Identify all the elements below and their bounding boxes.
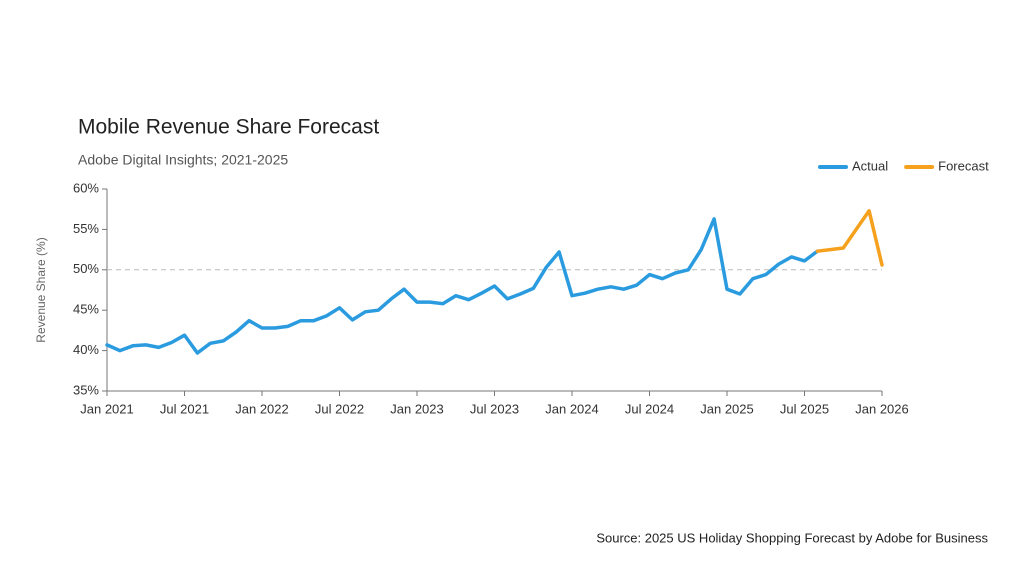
chart-title: Mobile Revenue Share Forecast — [78, 116, 379, 139]
series-line — [815, 209, 884, 267]
y-tick-label: 40% — [73, 342, 99, 357]
x-tick-label: Jan 2024 — [545, 401, 599, 416]
x-tick-label: Jul 2021 — [160, 401, 209, 416]
legend-label: Forecast — [938, 158, 989, 173]
x-tick-label: Jan 2021 — [80, 401, 134, 416]
x-tick-label: Jan 2023 — [390, 401, 444, 416]
y-tick-label: 60% — [73, 180, 99, 195]
x-tick-label: Jan 2025 — [700, 401, 754, 416]
y-tick-label: 50% — [73, 261, 99, 276]
x-tick-label: Jan 2022 — [235, 401, 289, 416]
chart-subtitle: Adobe Digital Insights; 2021-2025 — [78, 152, 288, 168]
x-tick-label: Jul 2024 — [625, 401, 674, 416]
y-tick-label: 55% — [73, 221, 99, 236]
x-tick-label: Jul 2022 — [315, 401, 364, 416]
x-tick-label: Jan 2026 — [855, 401, 909, 416]
series-line — [105, 217, 820, 355]
y-tick-label: 35% — [73, 382, 99, 397]
x-tick-label: Jul 2023 — [470, 401, 519, 416]
y-axis-label: Revenue Share (%) — [34, 237, 48, 342]
legend-label: Actual — [852, 158, 888, 173]
x-tick-label: Jul 2025 — [780, 401, 829, 416]
y-tick-label: 45% — [73, 302, 99, 317]
source-note: Source: 2025 US Holiday Shopping Forecas… — [596, 530, 988, 545]
